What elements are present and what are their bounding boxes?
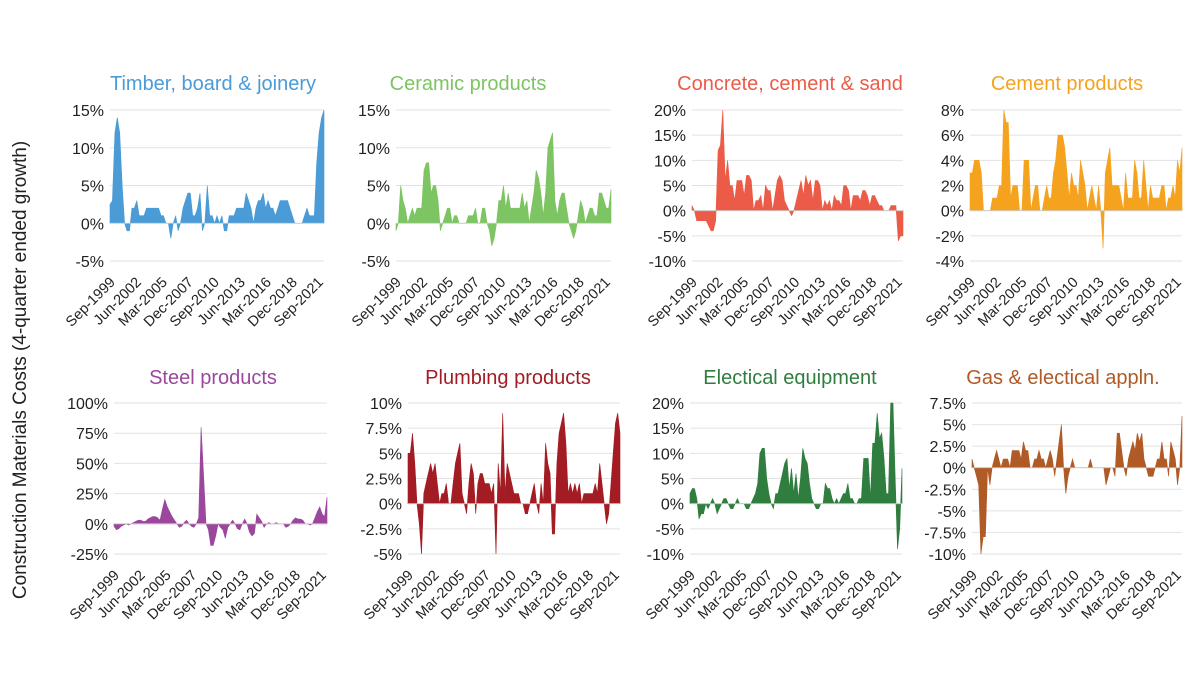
chart-title: Gas & electical appln. xyxy=(966,367,1159,389)
chart-panel: -5%0%5%10%15%Timber, board & joinerySep-… xyxy=(63,73,327,330)
chart-panel: -5% -2.5% 0% 2.5% 5% 7.5% 10% Plumbing products… xyxy=(360,367,623,623)
chart-panel: -10% -5% 0% 5% 10% 15% 20% Concrete, cement & s… xyxy=(645,73,906,330)
chart-title: Plumbing products xyxy=(425,367,591,389)
y-tick-label: 8% xyxy=(941,103,964,120)
y-tick-label: 15% xyxy=(652,421,684,438)
y-tick-label: 5% xyxy=(943,418,966,435)
y-tick-label: 0% xyxy=(367,216,390,233)
y-tick-label: 5% xyxy=(379,446,402,463)
series-area xyxy=(971,415,1183,555)
y-tick-label: 20% xyxy=(654,103,686,120)
y-tick-label: -5% xyxy=(76,254,104,271)
y-tick-label: -10% xyxy=(929,547,966,564)
y-tick-label: 0% xyxy=(81,216,104,233)
y-tick-label: 75% xyxy=(76,426,108,443)
chart-title: Timber, board & joinery xyxy=(110,73,316,95)
y-tick-label: 10% xyxy=(652,446,684,463)
chart-title: Electical equipment xyxy=(703,367,877,389)
y-tick-label: 5% xyxy=(367,179,390,196)
y-tick-label: 2.5% xyxy=(930,439,966,456)
y-tick-label: 5% xyxy=(661,472,684,489)
chart-panel: -25%0%25%50%75%100%Steel productsSep-199… xyxy=(67,367,330,623)
y-tick-label: 100% xyxy=(67,396,108,413)
y-tick-label: 0% xyxy=(663,204,686,221)
chart-panel: -10%-5%0%5%10%15%20%Electical equipmentS… xyxy=(643,367,905,623)
y-tick-label: 10% xyxy=(358,141,390,158)
y-tick-label: -7.5% xyxy=(924,525,966,542)
y-tick-label: 10% xyxy=(654,153,686,170)
series-area xyxy=(969,109,1183,249)
y-tick-label: 5% xyxy=(663,179,686,196)
series-area xyxy=(395,132,612,246)
chart-title: Concrete, cement & sand xyxy=(677,73,903,95)
y-tick-label: -5% xyxy=(938,504,966,521)
chart-panel: -5%0%5%10%15%Ceramic productsSep-1999Jun… xyxy=(349,73,614,330)
series-area xyxy=(691,109,904,242)
y-tick-label: -2% xyxy=(936,229,964,246)
y-tick-label: -5% xyxy=(656,522,684,539)
series-area xyxy=(689,402,903,550)
y-tick-label: 6% xyxy=(941,128,964,145)
chart-title: Cement products xyxy=(991,73,1143,95)
y-tick-label: -2.5% xyxy=(924,482,966,499)
y-tick-label: 4% xyxy=(941,153,964,170)
chart-title: Ceramic products xyxy=(390,73,547,95)
chart-panel: -4%-2%0%2%4%6%8%Cement productsSep-1999J… xyxy=(923,73,1185,330)
series-area xyxy=(113,427,328,546)
y-tick-label: 15% xyxy=(72,103,104,120)
y-tick-label: 50% xyxy=(76,456,108,473)
chart-title: Steel products xyxy=(149,367,277,389)
y-tick-label: 2% xyxy=(941,179,964,196)
y-tick-label: 0% xyxy=(943,461,966,478)
y-tick-label: -25% xyxy=(71,547,108,564)
y-tick-label: -10% xyxy=(649,254,686,271)
y-tick-label: 5% xyxy=(81,179,104,196)
y-tick-label: 15% xyxy=(358,103,390,120)
y-tick-label: -5% xyxy=(374,547,402,564)
y-tick-label: 20% xyxy=(652,396,684,413)
y-tick-label: -2.5% xyxy=(360,522,402,539)
y-tick-label: -10% xyxy=(647,547,684,564)
series-area xyxy=(109,109,325,239)
y-tick-label: 15% xyxy=(654,128,686,145)
y-tick-label: 0% xyxy=(379,497,402,514)
y-tick-label: 7.5% xyxy=(366,421,402,438)
y-tick-label: 10% xyxy=(72,141,104,158)
y-tick-label: -5% xyxy=(362,254,390,271)
y-tick-label: 0% xyxy=(85,517,108,534)
y-tick-label: 2.5% xyxy=(366,472,402,489)
chart-panel: -10% -7.5% -5% -2.5% 0% 2.5% 5% 7.5%Gas & elect… xyxy=(924,367,1185,623)
y-tick-label: 0% xyxy=(941,204,964,221)
y-tick-label: -5% xyxy=(658,229,686,246)
y-tick-label: 10% xyxy=(370,396,402,413)
y-tick-label: 25% xyxy=(76,487,108,504)
y-tick-label: 0% xyxy=(661,497,684,514)
y-tick-label: -4% xyxy=(936,254,964,271)
series-area xyxy=(407,413,621,555)
y-tick-label: 7.5% xyxy=(930,396,966,413)
